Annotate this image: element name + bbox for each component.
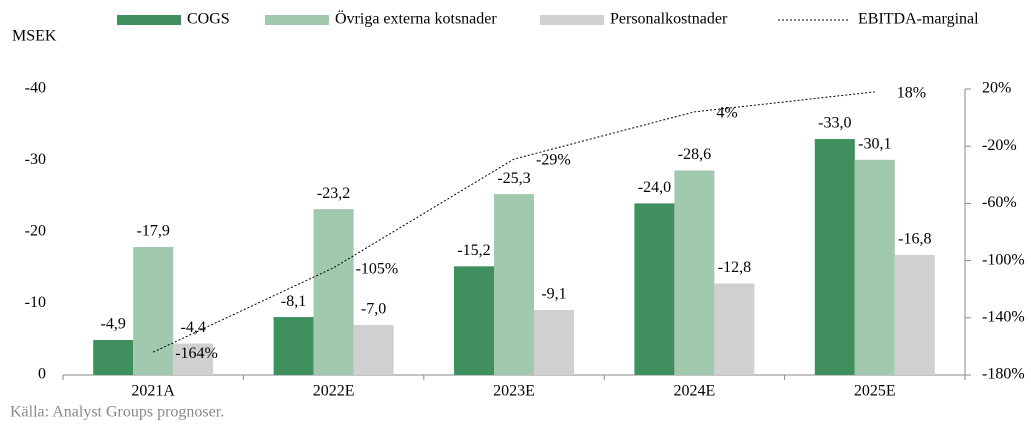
bar-value-label: -33,0 [818,115,851,132]
bar [894,254,935,375]
y-tick-label: 0 [38,366,46,383]
x-tick-label: 2023E [493,383,535,400]
y-tick-label: -20 [25,223,46,240]
bar [133,247,174,375]
bar [313,209,354,375]
y2-tick-label: -20% [982,137,1017,154]
bar-value-label: -15,2 [457,242,490,259]
line-value-label: -29% [536,152,571,169]
legend-label: EBITDA-marginal [858,11,979,28]
line-value-label: -105% [356,260,399,277]
legend-swatch [265,15,329,25]
y2-tick-label: -140% [982,308,1025,325]
bar-value-label: -7,0 [361,301,386,318]
bar [814,139,855,375]
legend-label: Personalkostnader [610,11,728,28]
bar [173,343,214,375]
bar [634,203,675,375]
bar [534,309,574,375]
bar-value-label: -9,1 [541,286,566,303]
bar-value-label: -16,8 [898,231,931,248]
legend-label: COGS [187,11,230,28]
bar-value-label: -4,9 [101,316,126,333]
legend-swatch [117,15,181,25]
bar [273,317,314,375]
bar-value-label: -12,8 [718,259,751,276]
y-tick-label: -30 [25,151,46,168]
bar [714,283,755,375]
x-tick-label: 2024E [674,383,716,400]
line [152,91,875,353]
line-value-label: 4% [716,105,737,122]
y2-tick-label: 20% [982,80,1011,97]
y-tick-label: -40 [25,80,46,97]
bar [454,266,494,375]
bar-value-label: -24,0 [638,179,671,196]
bar-value-label: -25,3 [497,170,530,187]
bar [353,324,394,375]
line-value-label: 18% [897,85,926,102]
bar-value-label: -4,4 [181,319,206,336]
bar [494,194,534,375]
bar-value-label: -8,1 [281,293,306,310]
bar-value-label: -28,6 [678,146,711,163]
line-value-label: -164% [175,345,218,362]
legend-swatch [540,15,604,25]
source: Källa: Analyst Groups prognoser. [10,404,224,421]
bar [854,159,895,375]
x-tick-label: 2021A [131,383,175,400]
bar [674,170,715,375]
y2-tick-label: -180% [982,366,1025,383]
y2-tick-label: -60% [982,194,1017,211]
y-axis-label: MSEK [12,28,57,45]
bar-value-label: -17,9 [137,223,170,240]
x-tick-label: 2025E [854,383,896,400]
bar-value-label: -30,1 [858,135,891,152]
y-tick-label: -10 [25,294,46,311]
bar [93,339,134,375]
x-tick-label: 2022E [313,383,355,400]
bar-value-label: -23,2 [317,185,350,202]
y2-tick-label: -100% [982,251,1025,268]
legend-label: Övriga externa kotsnader [335,10,497,28]
